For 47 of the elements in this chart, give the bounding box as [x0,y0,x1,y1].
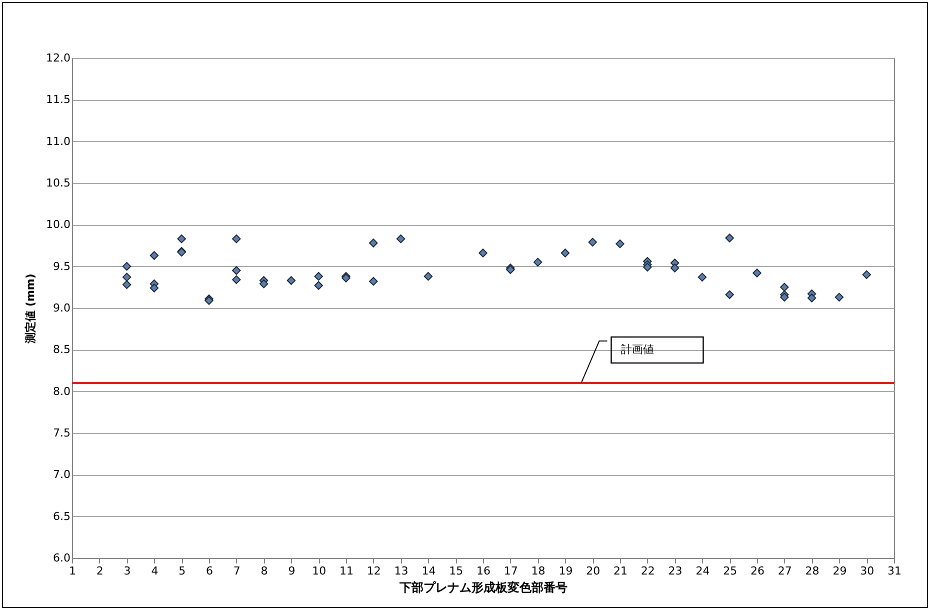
x-tick-label: 4 [151,564,158,578]
x-tick-label: 17 [504,564,518,578]
x-tick-label: 12 [366,564,381,578]
y-tick-label: 6.5 [53,510,70,523]
y-tick-label: 9.0 [53,302,70,314]
x-tick-label: 22 [640,564,655,578]
x-tick-label: 28 [805,564,820,578]
x-tick-label: 5 [178,564,186,578]
x-tick-label: 1 [69,564,76,578]
x-tick-label: 11 [340,564,354,578]
y-tick-label: 11.5 [46,93,70,106]
x-tick-label: 8 [260,564,268,578]
x-tick-label: 26 [750,564,764,578]
x-tick-label: 18 [531,564,546,578]
x-tick-label: 19 [558,564,573,578]
x-tick-label: 24 [696,564,710,578]
x-tick-label: 27 [778,564,792,578]
x-tick-label: 16 [476,564,490,578]
x-tick-label: 21 [614,564,628,578]
y-tick-label: 7.5 [53,426,70,440]
x-tick-label: 13 [394,564,408,578]
ref-line-label: 計画値 [621,343,654,356]
x-tick-label: 15 [449,564,464,578]
x-tick-label: 25 [723,564,738,578]
x-tick-label: 20 [586,564,600,578]
x-tick-label: 9 [288,564,296,578]
y-tick-label: 10.0 [46,218,70,232]
y-tick-label: 6.0 [53,552,70,564]
x-tick-label: 30 [860,564,874,578]
y-tick-label: 7.0 [53,468,70,482]
x-tick-label: 14 [422,564,436,578]
x-tick-label: 2 [96,564,104,578]
x-tick-label: 23 [668,564,682,578]
y-tick-label: 12.0 [46,52,70,64]
y-tick-label: 11.0 [46,134,70,148]
x-tick-label: 31 [888,564,902,578]
x-tick-label: 29 [832,564,847,578]
x-tick-label: 10 [312,564,326,578]
y-tick-label: 8.0 [53,384,70,398]
y-tick-label: 8.5 [53,343,70,356]
x-axis-title: 下部プレナム形成板変色部番号 [398,580,568,594]
x-tick-label: 6 [206,564,213,578]
x-tick-label: 7 [233,564,240,578]
y-tick-label: 9.5 [53,260,70,273]
y-axis-title: 測定値 (mm) [24,274,38,344]
x-tick-label: 3 [124,564,131,578]
y-tick-label: 10.5 [46,176,70,190]
